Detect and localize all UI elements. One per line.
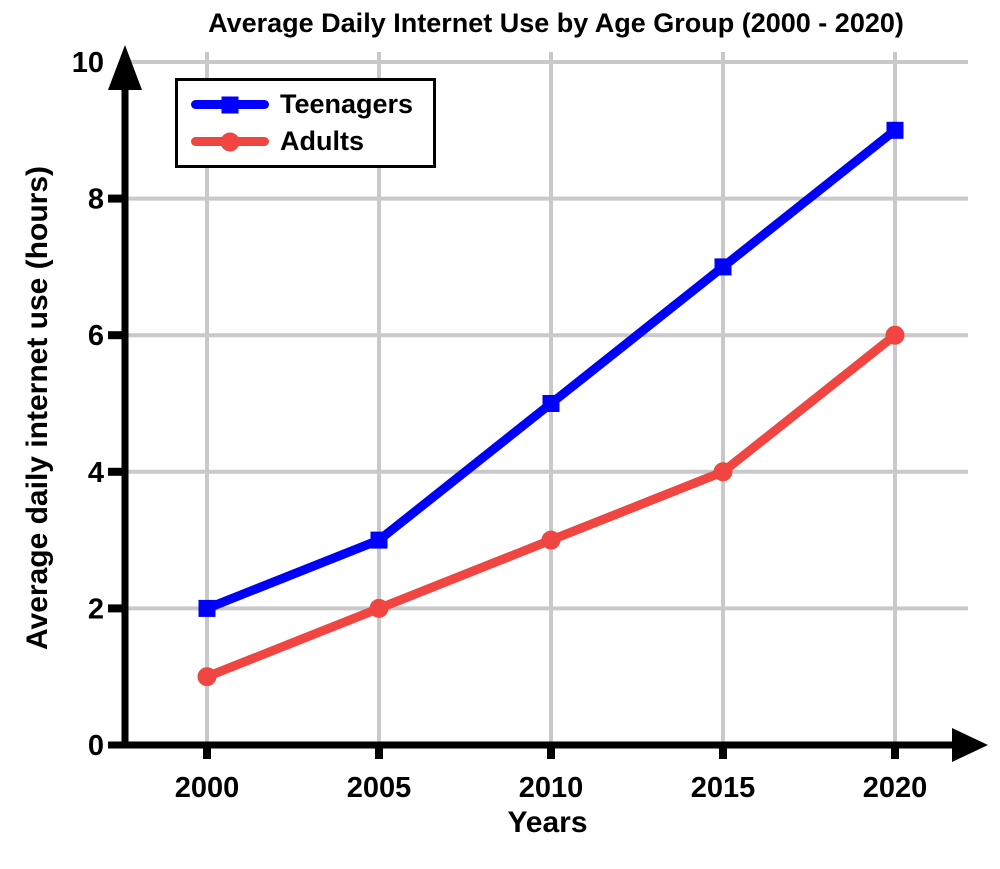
data-point-adults — [885, 325, 905, 345]
legend-line-teenagers — [191, 96, 269, 114]
x-axis-arrow — [952, 728, 988, 762]
data-point-teenagers — [542, 395, 560, 412]
y-tick-label: 6 — [88, 320, 104, 352]
y-tick-label: 8 — [88, 184, 104, 216]
chart-title: Average Daily Internet Use by Age Group … — [208, 8, 904, 38]
data-point-teenagers — [198, 599, 216, 617]
data-point-teenagers — [370, 531, 388, 549]
legend-label-adults: Adults — [280, 125, 364, 156]
x-tick-label: 2005 — [347, 772, 412, 804]
legend-item-teenagers: Teenagers — [191, 89, 414, 120]
y-axis-arrow — [108, 45, 142, 90]
x-axis-label: Years — [507, 806, 588, 839]
y-axis-label: Average daily internet use (hours) — [21, 166, 54, 651]
data-point-adults — [713, 462, 733, 482]
y-tick — [108, 331, 122, 340]
data-point-adults — [369, 598, 389, 618]
legend-marker-square-icon — [221, 96, 239, 114]
x-tick — [719, 745, 727, 759]
x-tick-label: 2015 — [691, 772, 756, 804]
data-point-teenagers — [886, 121, 904, 139]
legend-label-teenagers: Teenagers — [280, 89, 414, 119]
y-tick — [108, 604, 122, 613]
data-point-adults — [541, 530, 561, 550]
y-tick — [108, 467, 122, 476]
y-tick-label: 2 — [88, 593, 104, 625]
y-tick — [108, 194, 122, 203]
data-point-adults — [197, 667, 217, 687]
x-tick — [375, 745, 383, 759]
x-tick — [547, 745, 555, 759]
legend-marker-circle-icon — [220, 132, 240, 152]
x-tick-label: 2000 — [175, 772, 240, 804]
legend: Teenagers Adults — [175, 78, 437, 169]
x-tick — [891, 745, 899, 759]
legend-item-adults: Adults — [191, 125, 413, 157]
y-tick-label: 10 — [72, 47, 104, 79]
x-tick-label: 2020 — [863, 772, 928, 804]
data-point-teenagers — [714, 258, 732, 276]
x-tick — [203, 745, 211, 759]
y-tick-label: 4 — [88, 457, 104, 489]
y-tick-label: 0 — [88, 730, 104, 762]
legend-line-adults — [191, 132, 269, 152]
x-tick-label: 2010 — [519, 772, 584, 804]
